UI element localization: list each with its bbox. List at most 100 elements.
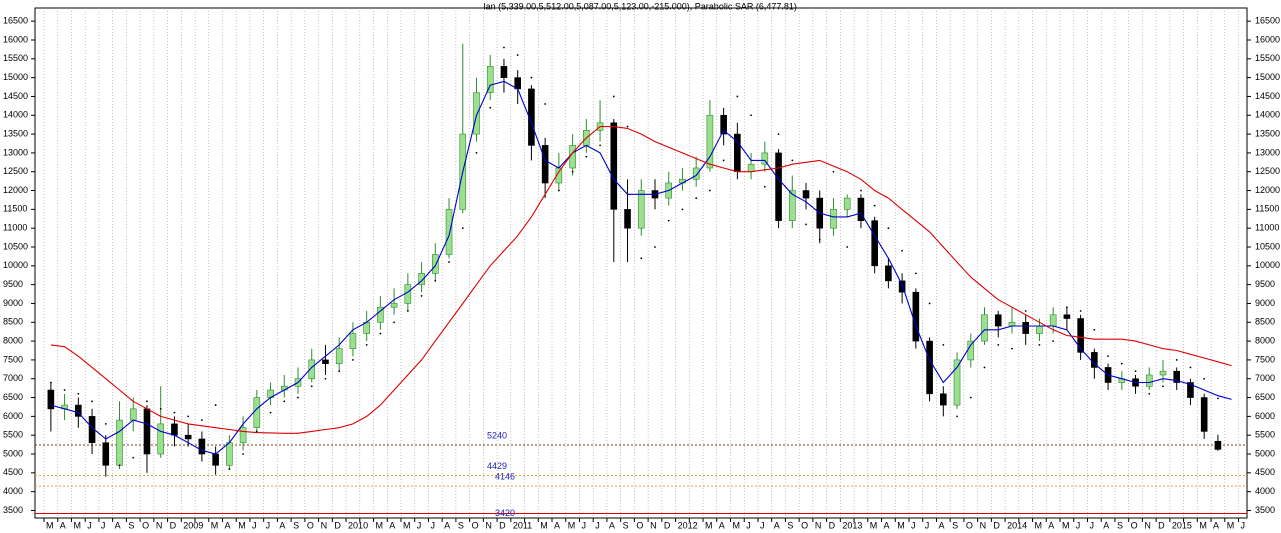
sar-dot [1024,310,1027,312]
x-tick-label: S [623,520,629,530]
candle-body [912,291,920,342]
y-tick-label: 8500 [1255,317,1275,327]
y-tick-label: 6500 [1255,392,1275,402]
candle-body [1145,374,1153,387]
ma-line [50,126,1232,434]
candle-body [706,114,714,169]
sar-dot [901,249,904,252]
y-tick-label: 6000 [1255,411,1275,421]
x-tick-label: A [719,520,725,530]
ma-line [50,80,1232,455]
x-tick-label: A [1103,520,1109,530]
y-tick-label: 10500 [3,241,28,251]
sar-dot [983,366,986,369]
sar-dot [200,419,203,422]
x-tick-label: S [952,520,958,530]
sar-dot [640,257,643,260]
y-tick-label: 7500 [1255,354,1275,364]
x-tick-label: N [1144,520,1151,530]
x-tick-label: M [376,520,384,530]
x-tick-label: M [1227,520,1235,530]
y-tick-label: 16000 [1255,34,1280,44]
candle-body [1022,321,1029,334]
sar-dot [118,464,121,467]
sar-dot [269,411,272,414]
candle-body [843,197,851,210]
candle-body [1200,397,1208,432]
sar-dot [1093,328,1096,331]
candle-body [637,190,645,229]
candle-body [349,333,357,349]
sar-dot [695,197,698,199]
candle-body [720,114,727,135]
candle-body [747,163,755,173]
sar-dot [187,415,190,418]
x-tick-label: 2015 [1172,520,1192,530]
sar-dot [406,310,409,312]
sar-dot [860,189,862,192]
sar-dot [1107,355,1109,358]
candle-body [885,265,892,282]
y-tick-label: 14500 [1255,91,1280,101]
candle-body [692,167,700,180]
x-tick-label: D [170,520,177,530]
candle-body [239,427,247,444]
sar-dot [1120,362,1123,365]
sar-dot [1011,347,1013,350]
sar-dot [255,430,258,433]
candle-body [802,190,810,199]
candle-body [1173,370,1181,383]
y-tick-label: 16000 [3,34,28,44]
x-tick-label: D [499,520,506,530]
sar-dot [530,76,533,79]
level-label: 4146 [495,472,515,482]
candle-body [486,66,494,93]
candle-body [226,442,233,466]
y-tick-label: 11500 [1255,204,1279,214]
x-tick-label: D [664,520,671,530]
x-tick-label: O [307,520,314,530]
x-tick-label: M [403,520,411,530]
x-tick-label: A [938,520,944,530]
candle-body [404,284,412,304]
candle-body [143,408,151,455]
sar-dot [791,159,794,162]
y-tick-label: 5500 [1255,430,1275,440]
sar-dot [681,208,684,211]
x-tick-label: O [1131,520,1138,530]
candle-body [445,209,453,255]
candle-body [788,190,796,221]
x-tick-label: D [993,520,1000,530]
y-tick-label: 4000 [1255,486,1275,496]
y-tick-label: 15500 [3,53,28,63]
candle-body [528,88,535,146]
sar-dot [297,396,299,399]
y-tick-label: 14000 [3,110,28,120]
x-tick-label: D [1158,520,1165,530]
candle-body [377,306,384,323]
x-tick-label: M [1062,520,1070,530]
y-tick-label: 12000 [3,185,28,195]
x-tick-label: 2011 [513,520,532,530]
y-tick-label: 10500 [1255,241,1280,251]
x-tick-label: A [224,520,230,530]
candle-body [1036,325,1043,334]
sar-dot [63,389,66,391]
x-tick-label: N [485,520,492,530]
sar-dot [1038,343,1041,346]
candle-body [967,340,975,361]
sar-dot [283,400,286,403]
candle-body [940,393,947,406]
x-tick-label: M [568,520,576,530]
y-tick-label: 4500 [3,467,23,477]
x-tick-label: M [540,520,548,530]
y-tick-label: 15000 [3,72,28,82]
x-tick-label: N [156,520,163,530]
x-tick-label: J [252,520,257,530]
sar-dot [599,144,601,147]
sar-dot [1189,366,1192,369]
candle-body [500,66,508,78]
x-tick-label: J [87,520,92,530]
sar-dot [132,456,135,459]
